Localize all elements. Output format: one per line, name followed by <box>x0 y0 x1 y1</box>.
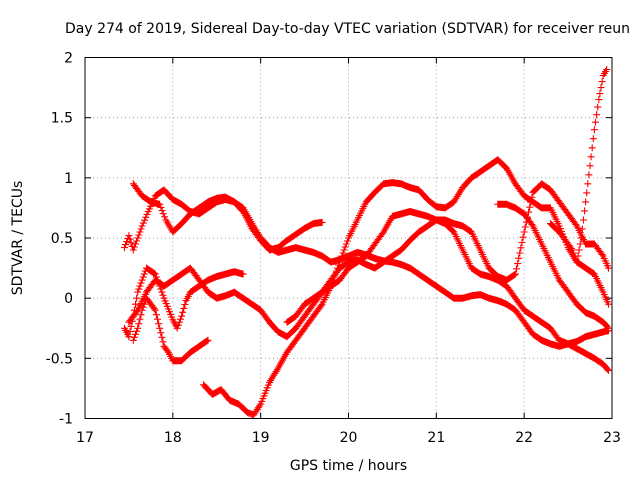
axis-ticks: 17 18 19 20 21 22 23 -1 -0.5 0 0.5 1 1.5 2 <box>46 51 621 447</box>
y-tick-label: 2 <box>64 51 73 67</box>
x-tick-label: 19 <box>252 430 270 446</box>
data-marker-group <box>125 216 612 374</box>
plot-frame <box>84 57 613 419</box>
x-tick-label: 21 <box>427 430 445 446</box>
x-tick-label: 20 <box>340 430 358 446</box>
series-s8 <box>494 200 612 332</box>
series-s4 <box>121 264 247 341</box>
x-tick-label: 18 <box>164 430 182 446</box>
y-tick-label: -1 <box>59 412 73 428</box>
data-marker-group <box>200 156 612 419</box>
y-tick-label: 0.5 <box>51 231 73 247</box>
data-marker-group <box>121 186 612 350</box>
x-tick-label: 22 <box>515 430 533 446</box>
series-s2 <box>121 186 612 350</box>
data-marker-group <box>547 66 611 266</box>
data-marker-group <box>121 264 247 341</box>
series-s9 <box>547 66 611 266</box>
series-s6 <box>200 156 612 419</box>
x-tick-label: 23 <box>603 430 621 446</box>
data-marker-group <box>494 200 612 332</box>
data-marker-group <box>283 180 612 326</box>
series-s7 <box>283 180 612 326</box>
x-axis-label: GPS time / hours <box>290 458 407 474</box>
x-tick-label: 17 <box>76 430 94 446</box>
y-tick-label: 1.5 <box>51 111 73 127</box>
chart-title: Day 274 of 2019, Sidereal Day-to-day VTE… <box>65 21 630 37</box>
data-marker-group <box>129 294 212 365</box>
y-tick-label: 0 <box>64 291 73 307</box>
series-s3 <box>125 216 612 374</box>
y-tick-label: -0.5 <box>46 351 73 367</box>
data-series <box>121 66 612 419</box>
y-tick-label: 1 <box>64 171 73 187</box>
y-axis-label: SDTVAR / TECUs <box>10 181 26 296</box>
series-s5 <box>129 294 212 365</box>
